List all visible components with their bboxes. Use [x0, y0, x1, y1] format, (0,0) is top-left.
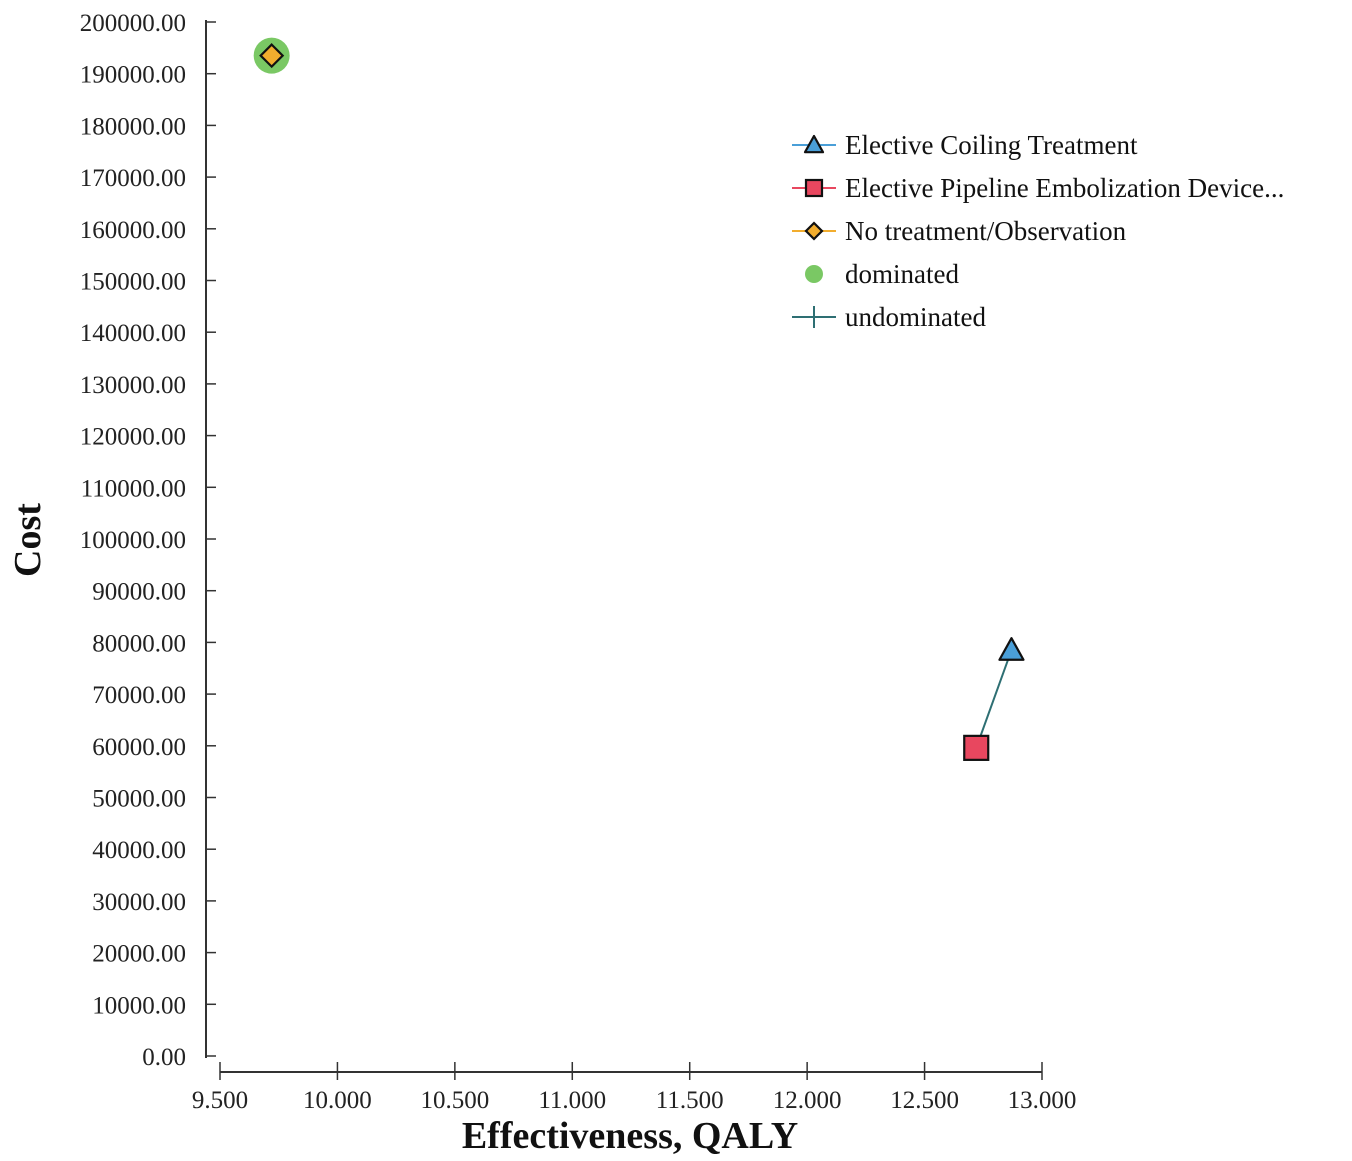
- x-tick-label: 10.500: [420, 1087, 489, 1114]
- y-tick-label: 130000.00: [80, 372, 186, 399]
- legend-marker: [804, 221, 824, 241]
- y-axis-title: Cost: [7, 503, 49, 577]
- x-tick-label: 11.500: [656, 1087, 724, 1114]
- y-tick-label: 150000.00: [80, 269, 186, 296]
- x-axis: 9.500 10.000 10.500 11.000 11.500 12.000 12.50…: [192, 1062, 1077, 1114]
- y-tick-label: 160000.00: [80, 217, 186, 244]
- y-tick-label: 0.00: [142, 1044, 186, 1071]
- legend-label: Elective Coiling Treatment: [845, 130, 1138, 160]
- y-tick-label: 80000.00: [92, 630, 186, 657]
- y-tick-label: 90000.00: [92, 579, 186, 606]
- legend-label: undominated: [845, 302, 986, 332]
- x-tick-label: 11.000: [538, 1087, 606, 1114]
- y-tick-label: 200000.00: [80, 10, 186, 37]
- y-tick-label: 70000.00: [92, 682, 186, 709]
- x-tick-label: 9.500: [192, 1087, 248, 1114]
- undominated-line: [975, 649, 1013, 749]
- y-tick-label: 20000.00: [92, 941, 186, 968]
- point-elective-coiling-treatment: [998, 637, 1025, 661]
- x-tick-label: 13.000: [1008, 1087, 1077, 1114]
- legend-dominated-marker: [805, 265, 823, 283]
- point-elective-pipeline-embolization-device: [963, 734, 990, 761]
- legend-marker: [803, 134, 825, 154]
- y-tick-label: 170000.00: [80, 165, 186, 192]
- plot-area: [253, 37, 1025, 761]
- legend-marker: [804, 178, 824, 198]
- x-tick-label: 10.000: [303, 1087, 372, 1114]
- x-tick-label: 12.000: [773, 1087, 842, 1114]
- y-tick-label: 100000.00: [80, 527, 186, 554]
- legend-label: dominated: [845, 259, 959, 289]
- point-no-treatment-observation: [259, 43, 285, 69]
- y-tick-label: 110000.00: [81, 475, 186, 502]
- y-tick-label: 30000.00: [92, 889, 186, 916]
- y-tick-label: 40000.00: [92, 837, 186, 864]
- y-tick-label: 190000.00: [80, 62, 186, 89]
- x-tick-label: 12.500: [890, 1087, 959, 1114]
- y-tick-label: 180000.00: [80, 113, 186, 140]
- y-tick-label: 60000.00: [92, 734, 186, 761]
- legend: Elective Coiling Treatment Elective Pipel…: [792, 130, 1284, 332]
- y-tick-label: 50000.00: [92, 786, 186, 813]
- y-tick-label: 140000.00: [80, 320, 186, 347]
- y-axis: 0.00 10000.00 20000.00 30000.00 40000.00 5000…: [80, 10, 216, 1071]
- legend-label: Elective Pipeline Embolization Device...: [845, 173, 1284, 203]
- y-tick-label: 10000.00: [92, 992, 186, 1019]
- x-axis-title: Effectiveness, QALY: [462, 1115, 798, 1157]
- legend-label: No treatment/Observation: [845, 216, 1127, 246]
- y-tick-label: 120000.00: [80, 424, 186, 451]
